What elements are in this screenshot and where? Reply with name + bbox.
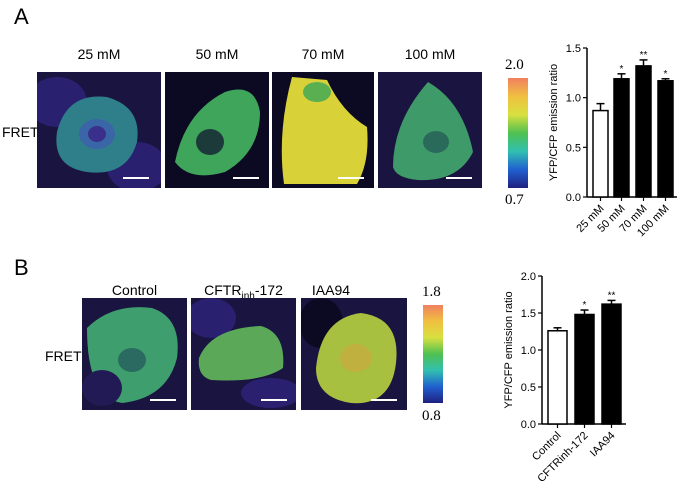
condition-label: IAA94 — [311, 282, 351, 298]
fret-image-cftrinh172 — [191, 298, 296, 410]
y-tick-label: 1.5 — [566, 43, 581, 55]
significance-mark: ** — [640, 50, 648, 61]
condition-label: 50 mM — [195, 46, 239, 62]
fret-image-control — [82, 298, 187, 410]
y-tick-label: 0.5 — [566, 142, 581, 154]
significance-mark: * — [583, 300, 587, 311]
scale-bar — [150, 399, 176, 401]
significance-mark: * — [620, 64, 624, 75]
y-tick-label: 0.5 — [521, 382, 536, 394]
y-tick-label: 1.5 — [521, 308, 536, 320]
scale-bar — [446, 177, 472, 179]
y-tick-label: 0.0 — [521, 419, 536, 431]
colorbar-a — [508, 78, 528, 188]
significance-mark: * — [664, 69, 668, 80]
panel-b-letter: B — [14, 255, 29, 280]
fret-image-25mm — [37, 72, 161, 188]
panel-a-letter: A — [14, 4, 29, 29]
scale-bar — [233, 177, 259, 179]
y-axis-label: YFP/CFP emission ratio — [548, 64, 560, 181]
x-tick-label: IAA94 — [588, 430, 618, 460]
bar — [547, 330, 568, 425]
scale-bar — [338, 177, 364, 179]
y-tick-label: 1.0 — [566, 93, 581, 105]
scale-bar — [371, 399, 397, 401]
fret-image-iaa94 — [301, 298, 407, 410]
scale-bar — [261, 399, 287, 401]
condition-label: CFTRinh-172 — [187, 282, 300, 302]
panel-a-row-label: FRET — [2, 124, 39, 140]
bar — [574, 313, 595, 425]
cond-suffix: -172 — [254, 282, 283, 298]
significance-mark: ** — [608, 290, 616, 301]
fret-image-70mm — [272, 72, 374, 188]
fret-image-100mm — [378, 72, 482, 188]
colorbar-min: 0.7 — [505, 192, 524, 208]
colorbar-max: 1.8 — [422, 284, 441, 300]
y-tick-label: 1.0 — [521, 345, 536, 357]
condition-label: 70 mM — [301, 46, 345, 62]
panel-b-row-label: FRET — [45, 348, 82, 364]
condition-label: 25 mM — [77, 46, 121, 62]
colorbar-min: 0.8 — [422, 408, 441, 424]
scale-bar — [123, 177, 149, 179]
cond-sub: inh — [241, 290, 255, 302]
fret-image-50mm — [165, 72, 269, 188]
condition-label: 100 mM — [404, 46, 456, 62]
condition-label: Control — [111, 282, 158, 298]
y-tick-label: 0.0 — [566, 192, 581, 204]
cond-main: CFTR — [204, 282, 242, 298]
y-axis-label: YFP/CFP emission ratio — [503, 291, 515, 408]
colorbar-b — [423, 305, 443, 403]
colorbar-max: 2.0 — [505, 57, 524, 73]
y-tick-label: 2.0 — [521, 271, 536, 283]
bar — [601, 303, 622, 425]
